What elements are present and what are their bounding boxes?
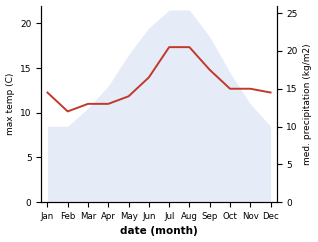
X-axis label: date (month): date (month): [120, 227, 198, 236]
Y-axis label: med. precipitation (kg/m2): med. precipitation (kg/m2): [303, 43, 313, 165]
Y-axis label: max temp (C): max temp (C): [5, 73, 15, 135]
